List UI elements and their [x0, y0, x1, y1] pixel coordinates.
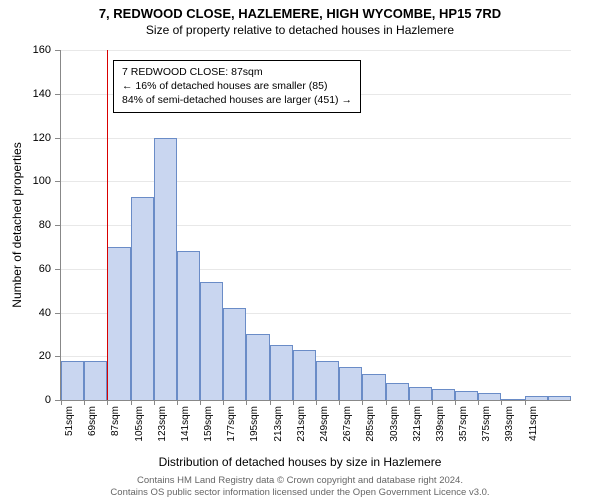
x-tick-label: 195sqm — [249, 406, 260, 442]
histogram-bar — [362, 374, 385, 400]
x-tick — [84, 400, 85, 405]
x-tick-label: 393sqm — [504, 406, 515, 442]
x-tick-label: 285sqm — [365, 406, 376, 442]
x-tick-label: 69sqm — [87, 406, 98, 436]
x-tick-label: 159sqm — [203, 406, 214, 442]
histogram-bar — [339, 367, 362, 400]
y-tick-label: 100 — [33, 175, 51, 187]
x-tick-label: 141sqm — [180, 406, 191, 442]
histogram-bar — [270, 345, 293, 400]
y-tick-label: 140 — [33, 88, 51, 100]
histogram-bar — [386, 383, 409, 401]
y-tick-label: 60 — [39, 263, 51, 275]
annotation-line-2: ← 16% of detached houses are smaller (85… — [122, 79, 352, 93]
x-tick — [246, 400, 247, 405]
y-tick — [55, 50, 61, 51]
histogram-bar — [200, 282, 223, 400]
x-tick — [154, 400, 155, 405]
y-tick-label: 20 — [39, 350, 51, 362]
x-tick-label: 339sqm — [435, 406, 446, 442]
x-tick-label: 357sqm — [458, 406, 469, 442]
x-tick — [432, 400, 433, 405]
gridline — [61, 50, 571, 51]
x-tick — [386, 400, 387, 405]
annotation-box: 7 REDWOOD CLOSE: 87sqm ← 16% of detached… — [113, 60, 361, 113]
histogram-bar — [177, 251, 200, 400]
x-tick-label: 51sqm — [64, 406, 75, 436]
x-tick — [107, 400, 108, 405]
x-tick-label: 303sqm — [389, 406, 400, 442]
x-tick-label: 87sqm — [110, 406, 121, 436]
y-tick-label: 160 — [33, 44, 51, 56]
x-tick-label: 267sqm — [342, 406, 353, 442]
x-tick-label: 105sqm — [134, 406, 145, 442]
x-tick — [409, 400, 410, 405]
x-tick — [478, 400, 479, 405]
reference-line — [107, 50, 108, 400]
chart-title: 7, REDWOOD CLOSE, HAZLEMERE, HIGH WYCOMB… — [0, 0, 600, 21]
histogram-bar — [61, 361, 84, 400]
x-tick — [362, 400, 363, 405]
gridline — [61, 181, 571, 182]
x-tick-label: 231sqm — [296, 406, 307, 442]
chart-subtitle: Size of property relative to detached ho… — [0, 21, 600, 37]
y-tick — [55, 181, 61, 182]
x-tick-label: 249sqm — [319, 406, 330, 442]
histogram-bar — [525, 396, 548, 400]
annotation-line-3: 84% of semi-detached houses are larger (… — [122, 93, 352, 107]
histogram-bar — [478, 393, 501, 400]
histogram-bar — [293, 350, 316, 400]
x-tick-label: 321sqm — [412, 406, 423, 442]
y-tick — [55, 356, 61, 357]
x-tick — [501, 400, 502, 405]
x-tick — [61, 400, 62, 405]
x-tick — [455, 400, 456, 405]
histogram-bar — [409, 387, 432, 400]
y-tick-label: 40 — [39, 307, 51, 319]
gridline — [61, 138, 571, 139]
y-tick — [55, 225, 61, 226]
x-tick-label: 213sqm — [273, 406, 284, 442]
histogram-bar — [154, 138, 177, 401]
y-tick — [55, 94, 61, 95]
histogram-bar — [107, 247, 130, 400]
footer-line-2: Contains OS public sector information li… — [0, 487, 600, 498]
x-tick — [131, 400, 132, 405]
x-tick — [223, 400, 224, 405]
y-tick-label: 120 — [33, 132, 51, 144]
y-axis-title: Number of detached properties — [10, 142, 24, 307]
y-tick-label: 80 — [39, 219, 51, 231]
x-tick — [316, 400, 317, 405]
x-tick-label: 177sqm — [226, 406, 237, 442]
chart-container: 7, REDWOOD CLOSE, HAZLEMERE, HIGH WYCOMB… — [0, 0, 600, 500]
x-tick-label: 411sqm — [528, 406, 539, 441]
x-axis-title: Distribution of detached houses by size … — [0, 455, 600, 469]
x-tick-label: 123sqm — [157, 406, 168, 442]
chart-footer: Contains HM Land Registry data © Crown c… — [0, 475, 600, 498]
histogram-bar — [246, 334, 269, 400]
histogram-bar — [548, 396, 571, 400]
y-tick — [55, 313, 61, 314]
x-tick-label: 375sqm — [481, 406, 492, 442]
histogram-bar — [223, 308, 246, 400]
y-tick-label: 0 — [45, 394, 51, 406]
y-tick — [55, 269, 61, 270]
x-tick — [270, 400, 271, 405]
y-tick — [55, 138, 61, 139]
plot-area: 02040608010012014016051sqm69sqm87sqm105s… — [60, 50, 571, 401]
histogram-bar — [316, 361, 339, 400]
footer-line-1: Contains HM Land Registry data © Crown c… — [0, 475, 600, 486]
histogram-bar — [131, 197, 154, 400]
histogram-bar — [432, 389, 455, 400]
chart-area: 02040608010012014016051sqm69sqm87sqm105s… — [60, 50, 570, 400]
x-tick — [200, 400, 201, 405]
histogram-bar — [84, 361, 107, 400]
x-tick — [339, 400, 340, 405]
x-tick — [177, 400, 178, 405]
histogram-bar — [455, 391, 478, 400]
x-tick — [525, 400, 526, 405]
annotation-line-1: 7 REDWOOD CLOSE: 87sqm — [122, 65, 352, 79]
histogram-bar — [501, 399, 524, 400]
x-tick — [293, 400, 294, 405]
